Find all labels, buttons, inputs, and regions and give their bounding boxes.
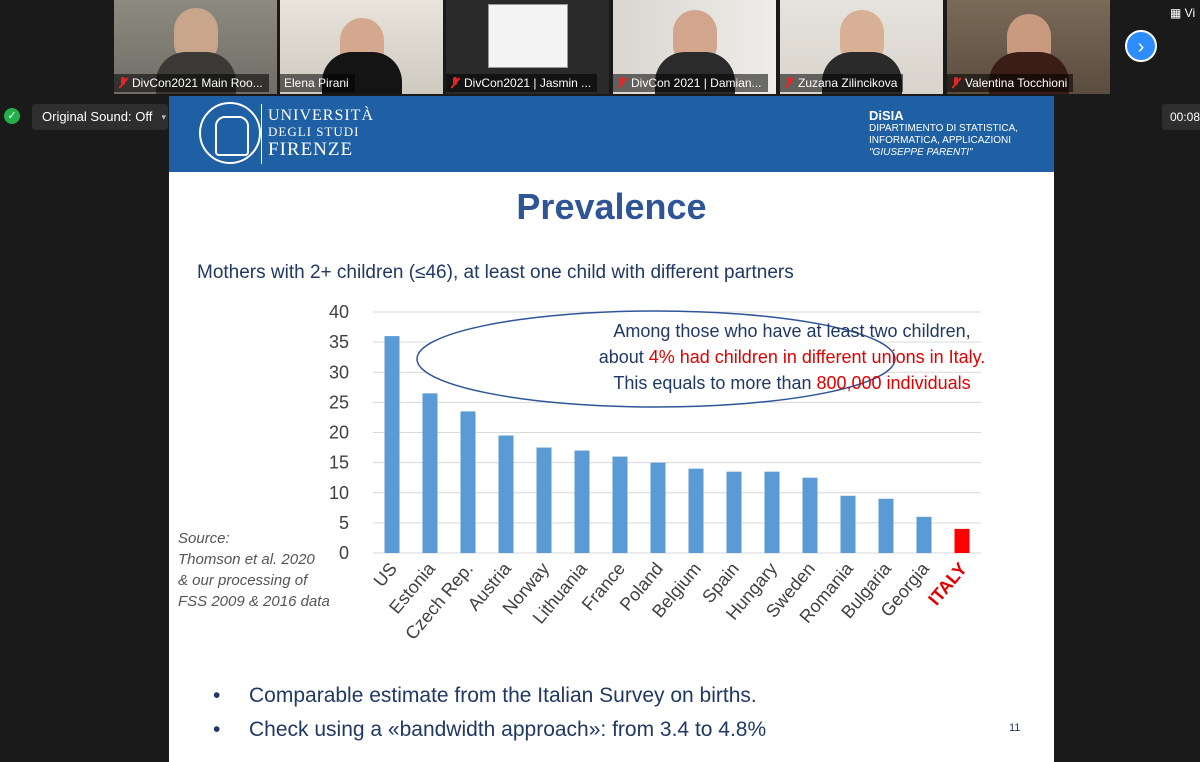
participant-tile[interactable]: DivCon 2021 | Damian... — [613, 0, 776, 94]
bar — [423, 393, 438, 553]
chart-subtitle: Mothers with 2+ children (≤46), at least… — [197, 262, 794, 284]
participant-name: Zuzana Zilincikova — [798, 74, 897, 92]
slide-number: 11 — [1009, 722, 1020, 734]
muted-mic-icon — [118, 77, 128, 89]
bar — [765, 472, 780, 553]
y-tick-label: 10 — [329, 483, 349, 503]
bar — [841, 496, 856, 553]
bar — [917, 517, 932, 553]
y-tick-label: 0 — [339, 543, 349, 563]
bar — [537, 448, 552, 553]
chevron-down-icon[interactable]: ▾ — [161, 104, 166, 130]
participant-name: Elena Pirani — [284, 74, 349, 92]
y-tick-label: 20 — [329, 423, 349, 443]
bar — [499, 436, 514, 553]
security-shield-icon[interactable]: ✓ — [4, 108, 20, 124]
bar — [879, 499, 894, 553]
y-tick-label: 40 — [329, 302, 349, 322]
bar — [727, 472, 742, 553]
view-button[interactable]: ▦ Vi — [1170, 6, 1195, 20]
participant-name: DivCon2021 | Jasmin ... — [464, 74, 591, 92]
participant-tile[interactable]: Zuzana Zilincikova — [780, 0, 943, 94]
view-label: Vi — [1185, 6, 1195, 20]
original-sound-label: Original Sound: Off — [42, 109, 152, 124]
x-tick-label: ITALY — [924, 559, 971, 609]
department-name: DiSIA DIPARTIMENTO DI STATISTICA, INFORM… — [869, 108, 1018, 159]
y-tick-label: 5 — [339, 513, 349, 533]
muted-mic-icon — [784, 77, 794, 89]
bar — [461, 411, 476, 553]
bullet-item: Check using a «bandwidth approach»: from… — [213, 713, 766, 747]
shared-slide: UNIVERSITÀ DEGLI STUDI FIRENZE DiSIA DIP… — [169, 96, 1054, 762]
grid-icon: ▦ — [1170, 6, 1185, 20]
participant-name: DivCon 2021 | Damian... — [631, 74, 762, 92]
bar — [613, 457, 628, 553]
slide-header-banner: UNIVERSITÀ DEGLI STUDI FIRENZE DiSIA DIP… — [169, 96, 1054, 172]
university-name: UNIVERSITÀ DEGLI STUDI FIRENZE — [268, 108, 374, 160]
bar — [955, 529, 970, 553]
participant-tile[interactable]: Valentina Tocchioni — [947, 0, 1110, 94]
bar — [385, 336, 400, 553]
logo-divider — [261, 104, 262, 164]
y-tick-label: 30 — [329, 362, 349, 382]
participant-name: Valentina Tocchioni — [965, 74, 1067, 92]
university-seal-icon — [199, 102, 261, 164]
annotation-text: Among those who have at least two childr… — [547, 318, 1037, 396]
participant-tile[interactable]: Elena Pirani — [280, 0, 443, 94]
slide-title: Prevalence — [169, 186, 1054, 228]
x-tick-label: US — [370, 559, 401, 591]
bar — [575, 451, 590, 553]
chevron-right-icon: › — [1138, 36, 1145, 58]
muted-mic-icon — [951, 77, 961, 89]
muted-mic-icon — [617, 77, 627, 89]
slide-thumbnail-icon — [488, 4, 568, 68]
bar — [803, 478, 818, 553]
original-sound-toggle[interactable]: Original Sound: Off ▾ — [32, 104, 168, 130]
y-tick-label: 25 — [329, 392, 349, 412]
participant-tile[interactable]: DivCon2021 | Jasmin ... — [446, 0, 609, 94]
next-page-button[interactable]: › — [1125, 30, 1157, 62]
participant-name: DivCon2021 Main Roo... — [132, 74, 263, 92]
bar — [651, 463, 666, 553]
bar — [689, 469, 704, 553]
y-tick-label: 15 — [329, 453, 349, 473]
y-tick-label: 35 — [329, 332, 349, 352]
bullet-item: Comparable estimate from the Italian Sur… — [213, 679, 766, 713]
recording-timer: 00:08 — [1162, 104, 1200, 130]
participant-tile[interactable]: DivCon2021 Main Roo... — [114, 0, 277, 94]
bullet-list: Comparable estimate from the Italian Sur… — [213, 679, 766, 747]
source-note: Source: Thomson et al. 2020 & our proces… — [178, 528, 330, 612]
participant-strip: DivCon2021 Main Roo... Elena Pirani DivC… — [0, 0, 1200, 94]
muted-mic-icon — [450, 77, 460, 89]
